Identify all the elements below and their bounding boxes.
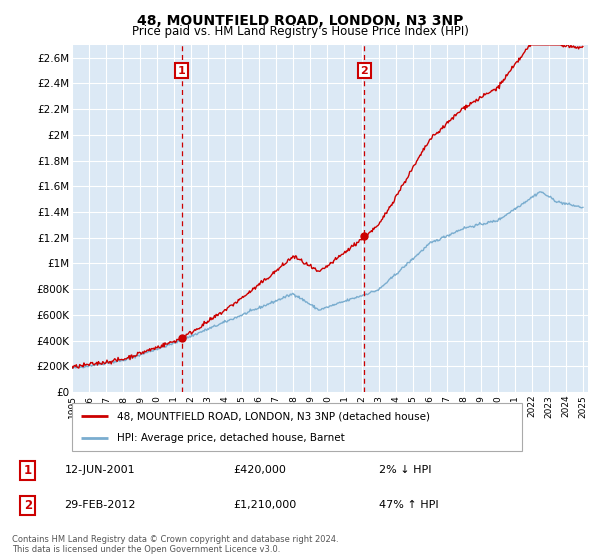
Text: £420,000: £420,000 xyxy=(233,465,286,475)
Text: 12-JUN-2001: 12-JUN-2001 xyxy=(64,465,135,475)
Text: 2% ↓ HPI: 2% ↓ HPI xyxy=(379,465,431,475)
Text: 48, MOUNTFIELD ROAD, LONDON, N3 3NP (detached house): 48, MOUNTFIELD ROAD, LONDON, N3 3NP (det… xyxy=(117,411,430,421)
Text: 1: 1 xyxy=(23,464,32,477)
Text: 1: 1 xyxy=(178,66,186,76)
Text: 47% ↑ HPI: 47% ↑ HPI xyxy=(379,501,438,510)
Text: 2: 2 xyxy=(361,66,368,76)
Text: 2: 2 xyxy=(23,499,32,512)
Text: Contains HM Land Registry data © Crown copyright and database right 2024.
This d: Contains HM Land Registry data © Crown c… xyxy=(12,535,338,554)
FancyBboxPatch shape xyxy=(72,403,522,451)
Text: 48, MOUNTFIELD ROAD, LONDON, N3 3NP: 48, MOUNTFIELD ROAD, LONDON, N3 3NP xyxy=(137,14,463,28)
Text: HPI: Average price, detached house, Barnet: HPI: Average price, detached house, Barn… xyxy=(117,433,345,443)
Text: £1,210,000: £1,210,000 xyxy=(233,501,296,510)
Text: 29-FEB-2012: 29-FEB-2012 xyxy=(64,501,136,510)
Text: Price paid vs. HM Land Registry's House Price Index (HPI): Price paid vs. HM Land Registry's House … xyxy=(131,25,469,38)
